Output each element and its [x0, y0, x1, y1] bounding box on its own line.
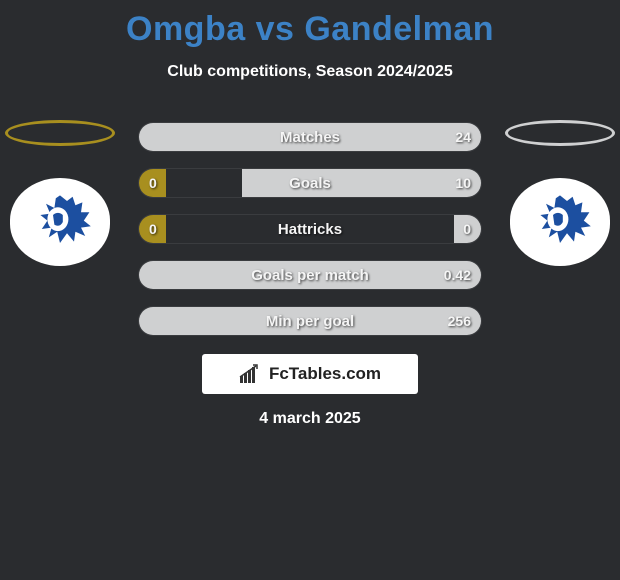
stat-value-left: 0 [149, 169, 157, 197]
stat-label: Matches [139, 123, 481, 151]
date-text: 4 march 2025 [0, 410, 620, 428]
bars-icon [239, 364, 263, 384]
stat-value-right: 0 [463, 215, 471, 243]
player-left-ellipse [5, 120, 115, 146]
stat-row: Hattricks0 0 [138, 214, 482, 244]
stat-row: Goals per match0.42 [138, 260, 482, 290]
chief-head-icon [25, 187, 95, 257]
watermark-badge: FcTables.com [202, 354, 418, 394]
page-subtitle: Club competitions, Season 2024/2025 [0, 63, 620, 81]
stat-value-right: 256 [448, 307, 471, 335]
comparison-chart: Matches24Goals010Hattricks00Goals per ma… [138, 122, 482, 352]
stat-label: Min per goal [139, 307, 481, 335]
stat-label: Goals [139, 169, 481, 197]
watermark-text: FcTables.com [269, 364, 381, 384]
stat-label: Goals per match [139, 261, 481, 289]
stat-row: Goals0 10 [138, 168, 482, 198]
stat-row: Matches24 [138, 122, 482, 152]
stat-row: Min per goal256 [138, 306, 482, 336]
player-left-block [1, 120, 119, 266]
player-right-ellipse [505, 120, 615, 146]
stat-value-right: 10 [455, 169, 471, 197]
player-left-logo [10, 178, 110, 266]
player-right-block [501, 120, 619, 266]
stat-value-right: 0.42 [444, 261, 471, 289]
stat-label: Hattricks [139, 215, 481, 243]
page-title: Omgba vs Gandelman [0, 0, 620, 49]
stat-value-left: 0 [149, 215, 157, 243]
chief-head-icon [525, 187, 595, 257]
player-right-logo [510, 178, 610, 266]
stat-value-right: 24 [455, 123, 471, 151]
